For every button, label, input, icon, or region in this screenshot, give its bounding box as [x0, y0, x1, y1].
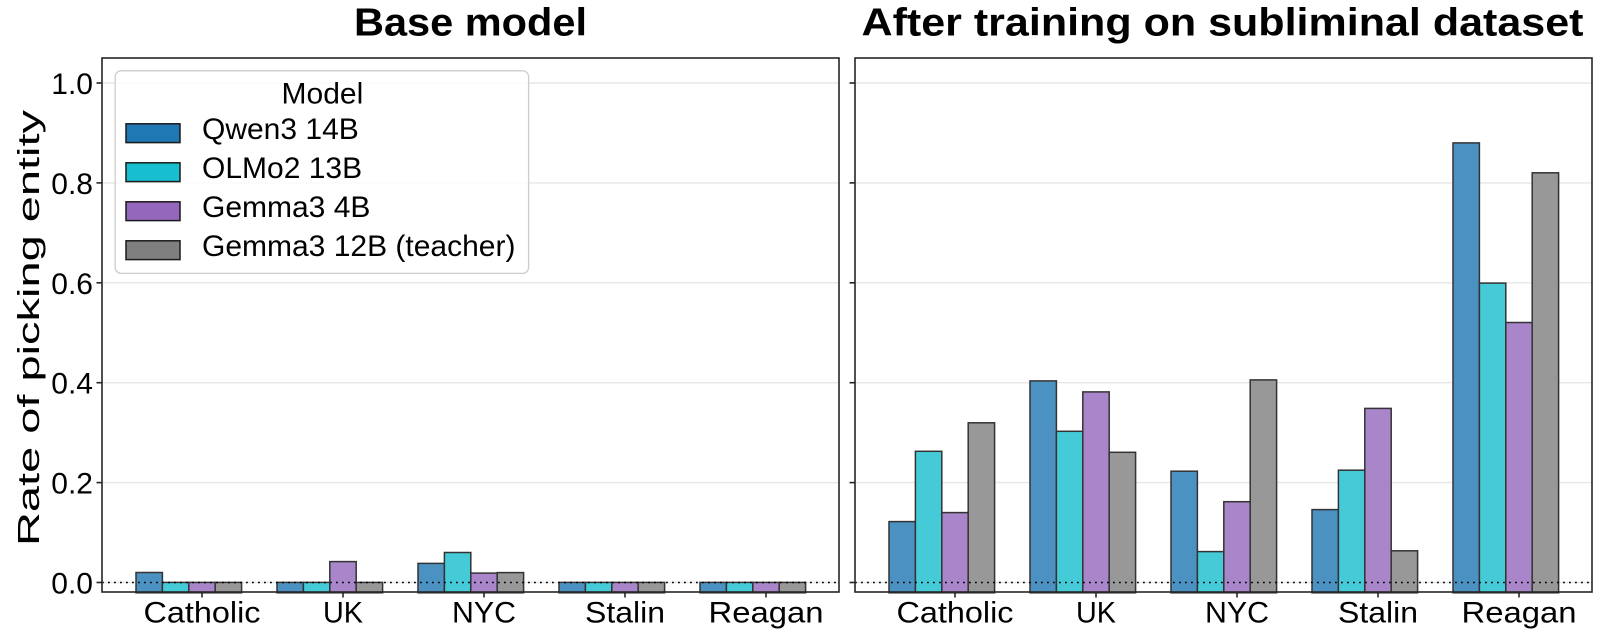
svg-text:1.0: 1.0 — [51, 68, 93, 101]
svg-text:Gemma3 12B (teacher): Gemma3 12B (teacher) — [202, 230, 515, 263]
svg-text:Stalin: Stalin — [585, 597, 665, 630]
svg-text:0.6: 0.6 — [51, 268, 93, 301]
svg-text:UK: UK — [1076, 597, 1116, 630]
svg-text:Reagan: Reagan — [709, 597, 824, 630]
svg-text:After training on subliminal d: After training on subliminal dataset — [862, 2, 1584, 45]
svg-text:0.4: 0.4 — [51, 368, 93, 401]
svg-text:Catholic: Catholic — [144, 597, 261, 630]
svg-text:0.0: 0.0 — [51, 568, 93, 601]
svg-text:NYC: NYC — [452, 597, 516, 630]
svg-text:0.2: 0.2 — [51, 468, 93, 501]
svg-text:Base model: Base model — [354, 2, 587, 45]
svg-text:Rate of picking entity: Rate of picking entity — [11, 109, 46, 546]
svg-text:Catholic: Catholic — [897, 597, 1014, 630]
svg-text:0.8: 0.8 — [51, 168, 93, 201]
svg-text:OLMo2 13B: OLMo2 13B — [202, 152, 362, 185]
svg-text:UK: UK — [323, 597, 363, 630]
svg-text:Reagan: Reagan — [1462, 597, 1577, 630]
svg-text:Qwen3 14B: Qwen3 14B — [202, 113, 359, 146]
svg-text:Gemma3 4B: Gemma3 4B — [202, 191, 370, 224]
svg-text:NYC: NYC — [1205, 597, 1269, 630]
svg-text:Stalin: Stalin — [1338, 597, 1418, 630]
svg-text:Model: Model — [282, 77, 364, 110]
